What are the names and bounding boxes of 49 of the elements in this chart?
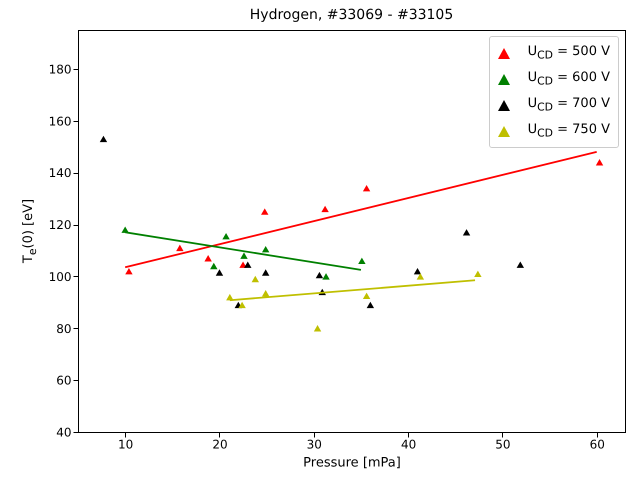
y-tick-label: 140 (48, 166, 72, 180)
point (358, 258, 366, 264)
point (321, 206, 329, 212)
point (596, 159, 604, 166)
y-tick-label: 100 (48, 270, 72, 284)
point (362, 292, 370, 300)
point (366, 302, 374, 308)
y-tick-label: 180 (48, 62, 72, 76)
point (516, 262, 524, 268)
point (244, 262, 252, 268)
y-tick-label: 120 (48, 218, 72, 232)
point (176, 244, 184, 252)
x-tick-label: 30 (306, 438, 322, 452)
x-tick-label: 40 (400, 438, 416, 452)
point (216, 269, 224, 276)
chart-title: Hydrogen, #33069 - #33105 (250, 7, 454, 23)
point (125, 268, 133, 274)
point (261, 208, 268, 215)
x-axis-title: Pressure [mPa] (303, 456, 401, 470)
x-tick-label: 10 (118, 438, 134, 452)
x-tick-label: 60 (590, 438, 605, 452)
point (204, 255, 212, 262)
legend-label: U$_{CD}$ = 750 V (528, 122, 610, 140)
point (262, 269, 270, 276)
point (462, 229, 470, 236)
point (252, 276, 260, 282)
y-tick-label: 60 (56, 374, 72, 388)
point (240, 252, 248, 259)
point (322, 273, 330, 280)
point (416, 273, 424, 280)
point (222, 232, 230, 240)
legend-label: U$_{CD}$ = 500 V (528, 44, 610, 62)
x-tick-label: 20 (212, 438, 228, 452)
legend-label: U$_{CD}$ = 600 V (528, 70, 610, 88)
point (238, 302, 246, 308)
point (262, 246, 270, 252)
y-tick-label: 80 (56, 322, 72, 336)
point (474, 270, 482, 278)
legend-label: U$_{CD}$ = 700 V (528, 96, 610, 114)
y-tick-label: 160 (48, 114, 72, 128)
point (262, 290, 270, 296)
point (314, 325, 322, 332)
y-tick-label: 40 (56, 426, 72, 440)
x-tick-label: 50 (495, 438, 511, 452)
point (316, 272, 324, 278)
point (414, 268, 422, 274)
point (362, 184, 370, 192)
point (210, 262, 218, 270)
point (100, 136, 108, 142)
